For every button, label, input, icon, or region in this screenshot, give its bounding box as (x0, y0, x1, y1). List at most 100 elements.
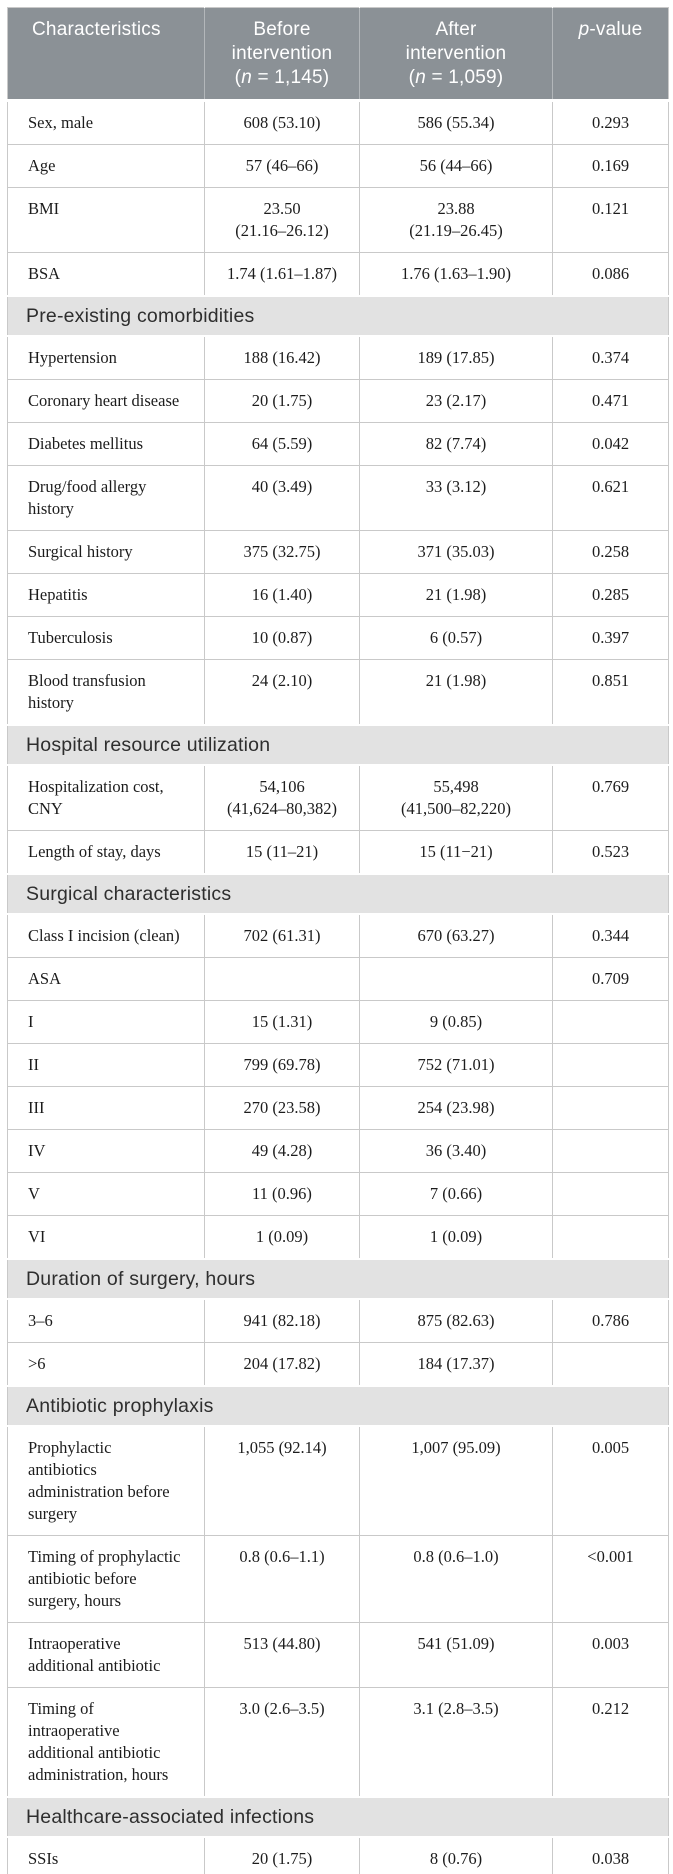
p-value-cell: 0.086 (552, 252, 669, 297)
before-value-cell: 941 (82.18) (204, 1298, 360, 1343)
row-label-cell: V (7, 1172, 205, 1216)
section-header: Hospital resource utilization (7, 724, 669, 766)
table-row: Drug/food allergy history 40 (3.49) 33 (3.… (7, 465, 669, 531)
p-value-cell (552, 1215, 669, 1260)
after-value-cell: 371 (35.03) (359, 530, 553, 574)
before-value-cell: 270 (23.58) (204, 1086, 360, 1130)
table-row: Blood transfusion history 24 (2.10) 21 (1.… (7, 659, 669, 726)
before-value-cell: 20 (1.75) (204, 379, 360, 423)
p-value-cell: <0.001 (552, 1535, 669, 1623)
p-value-cell (552, 1043, 669, 1087)
p-value-cell: 0.258 (552, 530, 669, 574)
table-row: BMI 23.50 (21.16–26.12) 23.88 (21.19–26.45… (7, 187, 669, 253)
p-value-cell (552, 1086, 669, 1130)
table-row: >6 204 (17.82) 184 (17.37) (7, 1342, 669, 1387)
section-header: Duration of surgery, hours (7, 1258, 669, 1300)
row-label-cell: Hospitalization cost, CNY (7, 764, 205, 831)
row-label-cell: ASA (7, 957, 205, 1001)
row-label-cell: III (7, 1086, 205, 1130)
before-value-cell: 0.8 (0.6–1.1) (204, 1535, 360, 1623)
table-row: IV 49 (4.28) 36 (3.40) (7, 1129, 669, 1173)
table-row: ASA 0.709 (7, 957, 669, 1001)
table-row: III 270 (23.58) 254 (23.98) (7, 1086, 669, 1130)
table-row: Hospitalization cost, CNY 54,106 (41,624–… (7, 764, 669, 831)
row-label-cell: Class I incision (clean) (7, 913, 205, 958)
p-value-cell (552, 1000, 669, 1044)
before-value-cell: 20 (1.75) (204, 1836, 360, 1874)
after-value-cell: 586 (55.34) (359, 100, 553, 145)
table-header: Characteristics Before intervention (n =… (7, 7, 669, 102)
section-header: Antibiotic prophylaxis (7, 1385, 669, 1427)
table-row: VI 1 (0.09) 1 (0.09) (7, 1215, 669, 1260)
p-value-cell: 0.374 (552, 335, 669, 380)
table-row: Timing of intraoperative additional anti… (7, 1687, 669, 1798)
after-value-cell: 541 (51.09) (359, 1622, 553, 1688)
after-value-cell: 36 (3.40) (359, 1129, 553, 1173)
p-value-cell: 0.293 (552, 100, 669, 145)
p-value-cell: 0.769 (552, 764, 669, 831)
before-value-cell: 702 (61.31) (204, 913, 360, 958)
after-line1: After (435, 19, 477, 40)
after-value-cell: 55,498 (41,500–82,220) (359, 764, 553, 831)
section-row: Hospital resource utilization (7, 724, 669, 766)
p-value-cell: 0.709 (552, 957, 669, 1001)
table-row: II 799 (69.78) 752 (71.01) (7, 1043, 669, 1087)
before-value-cell: 23.50 (21.16–26.12) (204, 187, 360, 253)
section-row: Healthcare-associated infections (7, 1796, 669, 1838)
row-label-cell: Hypertension (7, 335, 205, 380)
section-header: Surgical characteristics (7, 873, 669, 915)
before-value-cell: 10 (0.87) (204, 616, 360, 660)
before-line1: Before (253, 19, 311, 40)
section-row: Antibiotic prophylaxis (7, 1385, 669, 1427)
p-value-cell: 0.523 (552, 830, 669, 875)
table-row: I 15 (1.31) 9 (0.85) (7, 1000, 669, 1044)
row-label-cell: BSA (7, 252, 205, 297)
section-row: Duration of surgery, hours (7, 1258, 669, 1300)
after-value-cell: 56 (44–66) (359, 144, 553, 188)
table-body: Sex, male 608 (53.10) 586 (55.34) 0.293 Age 5… (7, 100, 669, 1874)
after-n-line: (n = 1,059) (408, 67, 504, 88)
row-label-cell: VI (7, 1215, 205, 1260)
baseline-characteristics-table: Characteristics Before intervention (n =… (7, 7, 669, 1874)
before-value-cell: 204 (17.82) (204, 1342, 360, 1387)
row-label-cell: Timing of intraoperative additional anti… (7, 1687, 205, 1798)
p-value-cell: 0.344 (552, 913, 669, 958)
before-value-cell: 16 (1.40) (204, 573, 360, 617)
row-label-cell: IV (7, 1129, 205, 1173)
p-value-cell: 0.397 (552, 616, 669, 660)
p-value-cell: 0.003 (552, 1622, 669, 1688)
p-value-cell: 0.471 (552, 379, 669, 423)
after-value-cell: 23.88 (21.19–26.45) (359, 187, 553, 253)
table-row: 3–6 941 (82.18) 875 (82.63) 0.786 (7, 1298, 669, 1343)
before-value-cell: 1 (0.09) (204, 1215, 360, 1260)
row-label-cell: II (7, 1043, 205, 1087)
after-value-cell: 1.76 (1.63–1.90) (359, 252, 553, 297)
before-value-cell: 188 (16.42) (204, 335, 360, 380)
after-value-cell: 875 (82.63) (359, 1298, 553, 1343)
p-symbol: p (578, 19, 590, 40)
after-value-cell: 7 (0.66) (359, 1172, 553, 1216)
p-value-cell (552, 1342, 669, 1387)
p-value-cell: 0.005 (552, 1425, 669, 1536)
table-row: Intraoperative additional antibiotic 513 … (7, 1622, 669, 1688)
table-row: V 11 (0.96) 7 (0.66) (7, 1172, 669, 1216)
p-value-cell: 0.285 (552, 573, 669, 617)
table-row: Hepatitis 16 (1.40) 21 (1.98) 0.285 (7, 573, 669, 617)
before-value-cell: 57 (46–66) (204, 144, 360, 188)
row-label-cell: Timing of prophylactic antibiotic before… (7, 1535, 205, 1623)
row-label-cell: Sex, male (7, 100, 205, 145)
p-value-cell: 0.038 (552, 1836, 669, 1874)
row-label-cell: Length of stay, days (7, 830, 205, 875)
p-value-cell: 0.621 (552, 465, 669, 531)
after-value-cell: 82 (7.74) (359, 422, 553, 466)
row-label-cell: Tuberculosis (7, 616, 205, 660)
before-value-cell: 64 (5.59) (204, 422, 360, 466)
before-value-cell: 49 (4.28) (204, 1129, 360, 1173)
after-value-cell: 752 (71.01) (359, 1043, 553, 1087)
table-row: SSIs 20 (1.75) 8 (0.76) 0.038 (7, 1836, 669, 1874)
table-row: Timing of prophylactic antibiotic before… (7, 1535, 669, 1623)
table-row: Hypertension 188 (16.42) 189 (17.85) 0.374 (7, 335, 669, 380)
table-row: Length of stay, days 15 (11–21) 15 (11−21)… (7, 830, 669, 875)
after-value-cell: 254 (23.98) (359, 1086, 553, 1130)
